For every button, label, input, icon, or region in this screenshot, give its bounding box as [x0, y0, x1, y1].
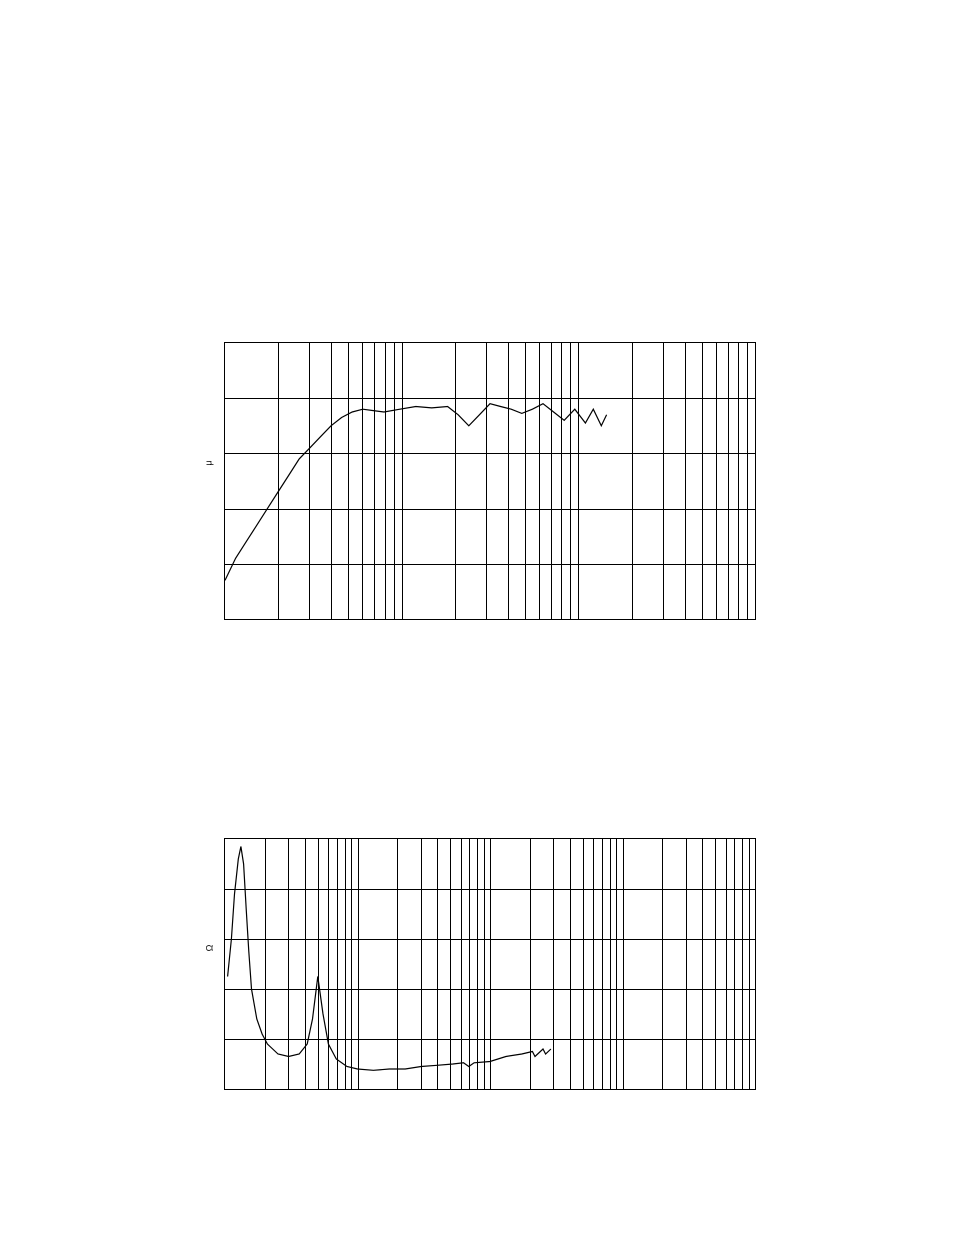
- grid-line-vertical-minor: [331, 343, 332, 619]
- top-chart-plot-area: [224, 342, 756, 620]
- grid-line-horizontal: [225, 453, 755, 454]
- grid-line-vertical-minor: [337, 839, 338, 1089]
- data-line: [225, 404, 607, 581]
- grid-line-vertical-minor: [593, 839, 594, 1089]
- grid-line-vertical-minor: [486, 343, 487, 619]
- grid-line-vertical-minor: [305, 839, 306, 1089]
- data-line: [228, 847, 551, 1071]
- grid-line-vertical-minor: [583, 839, 584, 1089]
- grid-line-vertical-minor: [539, 343, 540, 619]
- grid-line-vertical-minor: [616, 839, 617, 1089]
- grid-line-vertical-minor: [685, 343, 686, 619]
- grid-line-vertical-minor: [716, 343, 717, 619]
- grid-line-vertical-minor: [570, 343, 571, 619]
- bottom-chart-container: Ω: [224, 838, 754, 1088]
- grid-line-vertical-minor: [362, 343, 363, 619]
- grid-line-vertical-minor: [397, 839, 398, 1089]
- grid-line-vertical: [578, 343, 579, 619]
- grid-line-vertical-minor: [561, 343, 562, 619]
- grid-line-vertical-minor: [663, 343, 664, 619]
- grid-line-vertical-minor: [530, 839, 531, 1089]
- grid-line-vertical-minor: [318, 839, 319, 1089]
- grid-line-vertical-minor: [469, 839, 470, 1089]
- grid-line-vertical-minor: [309, 343, 310, 619]
- grid-line-vertical-minor: [742, 839, 743, 1089]
- grid-line-vertical-minor: [450, 839, 451, 1089]
- grid-line-vertical-minor: [437, 839, 438, 1089]
- grid-line-horizontal: [225, 509, 755, 510]
- grid-line-vertical-minor: [345, 839, 346, 1089]
- grid-line-vertical-minor: [484, 839, 485, 1089]
- grid-line-vertical: [402, 343, 403, 619]
- grid-line-vertical-minor: [265, 839, 266, 1089]
- grid-line-vertical-minor: [632, 343, 633, 619]
- grid-line-vertical-minor: [570, 839, 571, 1089]
- grid-line-vertical-minor: [749, 839, 750, 1089]
- grid-line-vertical-minor: [715, 839, 716, 1089]
- grid-line-vertical-minor: [726, 839, 727, 1089]
- grid-line-vertical-minor: [278, 343, 279, 619]
- grid-line-vertical-minor: [702, 343, 703, 619]
- grid-line-vertical-minor: [551, 343, 552, 619]
- grid-line-vertical-minor: [525, 343, 526, 619]
- grid-line-vertical-minor: [394, 343, 395, 619]
- grid-line-vertical-minor: [374, 343, 375, 619]
- grid-line-vertical-minor: [734, 839, 735, 1089]
- grid-line-vertical-minor: [702, 839, 703, 1089]
- grid-line-vertical: [358, 839, 359, 1089]
- top-chart-line: [225, 343, 755, 619]
- grid-line-vertical-minor: [421, 839, 422, 1089]
- grid-line-vertical: [490, 839, 491, 1089]
- grid-line-vertical-minor: [288, 839, 289, 1089]
- grid-line-vertical-minor: [662, 839, 663, 1089]
- grid-line-vertical-minor: [686, 839, 687, 1089]
- grid-line-vertical-minor: [461, 839, 462, 1089]
- grid-line-vertical-minor: [385, 343, 386, 619]
- grid-line-vertical-minor: [328, 839, 329, 1089]
- top-chart-container: μ: [224, 342, 754, 618]
- grid-line-horizontal: [225, 564, 755, 565]
- bottom-chart-plot-area: [224, 838, 756, 1090]
- grid-line-vertical-minor: [351, 839, 352, 1089]
- top-chart-y-unit: μ: [204, 460, 214, 465]
- grid-line-vertical-minor: [728, 343, 729, 619]
- grid-line-vertical-minor: [747, 343, 748, 619]
- bottom-chart-y-unit: Ω: [204, 945, 214, 952]
- grid-line-horizontal: [225, 398, 755, 399]
- grid-line-vertical-minor: [508, 343, 509, 619]
- grid-line-vertical-minor: [455, 343, 456, 619]
- grid-line-vertical-minor: [738, 343, 739, 619]
- grid-line-vertical-minor: [348, 343, 349, 619]
- grid-line-vertical-minor: [610, 839, 611, 1089]
- grid-line-vertical-minor: [477, 839, 478, 1089]
- grid-line-vertical-minor: [553, 839, 554, 1089]
- grid-line-vertical-minor: [602, 839, 603, 1089]
- grid-line-vertical: [623, 839, 624, 1089]
